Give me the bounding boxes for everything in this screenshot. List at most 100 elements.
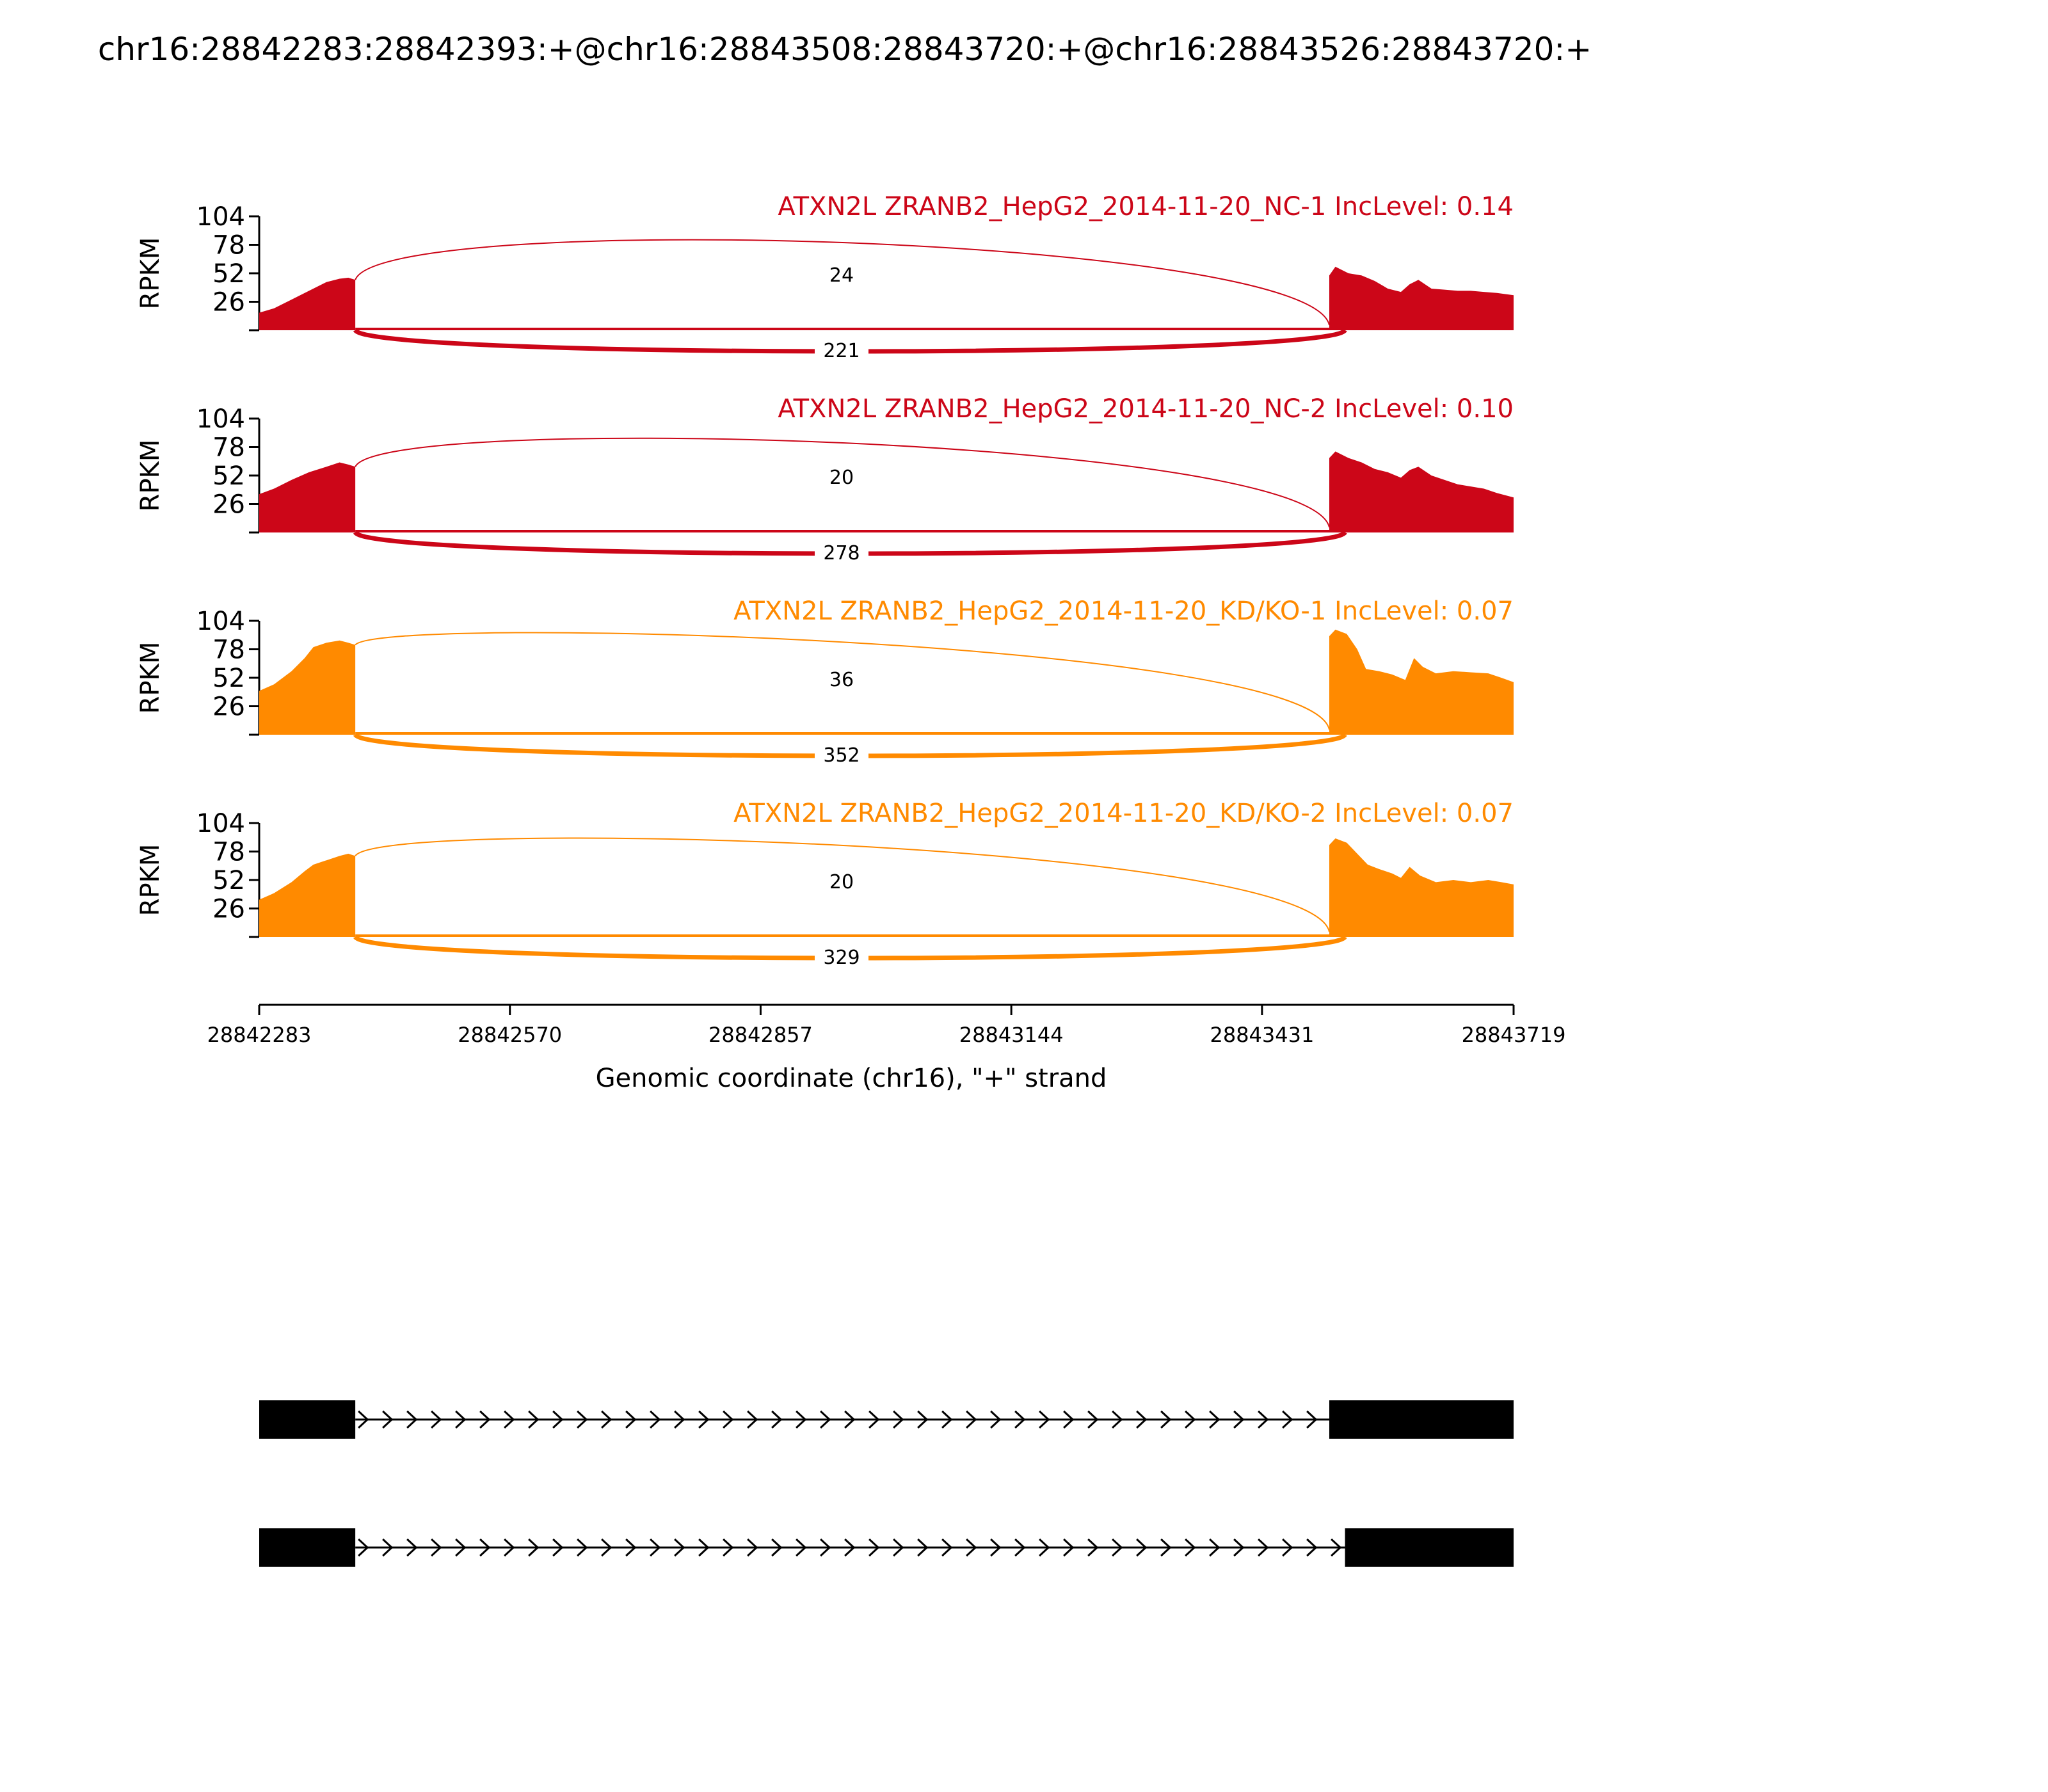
- strand-arrow: [1112, 1538, 1123, 1557]
- strand-arrow: [1136, 1410, 1148, 1429]
- strand-arrow: [479, 1538, 491, 1557]
- strand-arrow: [650, 1538, 661, 1557]
- strand-arrow: [1258, 1410, 1269, 1429]
- strand-arrow: [552, 1410, 564, 1429]
- coverage-area-exon2: [1329, 451, 1514, 532]
- strand-arrow: [1039, 1410, 1050, 1429]
- strand-arrow: [382, 1538, 394, 1557]
- y-tick-label: 26: [212, 490, 245, 520]
- strand-arrow: [723, 1410, 734, 1429]
- strand-arrow: [528, 1538, 540, 1557]
- strand-arrow: [1160, 1538, 1172, 1557]
- junction-label-bg: [815, 744, 868, 767]
- coverage-area-exon2: [1329, 838, 1514, 937]
- y-tick-label: 104: [196, 404, 245, 434]
- strand-arrow: [893, 1538, 904, 1557]
- strand-arrow: [868, 1538, 880, 1557]
- junction-label-bg: [815, 870, 868, 893]
- x-tick-label: 28843144: [959, 1023, 1064, 1047]
- strand-arrow: [941, 1410, 953, 1429]
- coverage-area-exon1: [259, 462, 356, 532]
- y-tick-label: 78: [212, 636, 245, 665]
- junction-arc: [355, 437, 1330, 528]
- isoform-model: [259, 1400, 1514, 1439]
- strand-arrow: [1233, 1538, 1245, 1557]
- coverage-area-exon1: [259, 640, 356, 735]
- isoform-models: [259, 1400, 1514, 1567]
- strand-arrow: [1282, 1410, 1293, 1429]
- strand-arrow: [406, 1410, 418, 1429]
- strand-arrow: [1136, 1538, 1148, 1557]
- x-tick-label: 28842283: [207, 1023, 312, 1047]
- y-tick-label: 78: [212, 231, 245, 260]
- strand-arrow: [1209, 1538, 1220, 1557]
- exon-block: [1329, 1400, 1514, 1439]
- y-tick-label: 78: [212, 433, 245, 463]
- strand-arrow: [504, 1538, 515, 1557]
- junction-label-bg: [815, 946, 868, 969]
- junction-label-bg: [815, 339, 868, 362]
- coverage-area-exon2: [1329, 266, 1514, 330]
- strand-arrow: [601, 1538, 612, 1557]
- strand-arrow: [1063, 1538, 1075, 1557]
- strand-arrow: [1160, 1410, 1172, 1429]
- strand-arrow: [1063, 1410, 1075, 1429]
- x-axis: 28842283 28842570 28842857 28843144 28843431…: [207, 1004, 1566, 1047]
- junction-arc: [355, 239, 1330, 326]
- strand-arrow: [455, 1410, 467, 1429]
- strand-arrow: [941, 1538, 953, 1557]
- strand-arrow: [868, 1410, 880, 1429]
- exon-block: [259, 1400, 356, 1439]
- junction-label-bg: [815, 264, 868, 287]
- strand-arrow: [625, 1538, 637, 1557]
- exon-block: [259, 1528, 356, 1567]
- strand-arrow: [650, 1410, 661, 1429]
- x-tick-label: 28842570: [458, 1023, 562, 1047]
- exon-block: [1345, 1528, 1514, 1567]
- strand-arrow: [1306, 1410, 1318, 1429]
- x-tick-label: 28842857: [708, 1023, 813, 1047]
- coverage-area-exon2: [1329, 629, 1514, 735]
- junction-arc: [355, 837, 1330, 932]
- series-label: ATXN2L ZRANB2_HepG2_2014-11-20_NC-1 IncL…: [778, 192, 1514, 221]
- y-tick-label: 52: [212, 259, 245, 289]
- strand-arrow: [1233, 1410, 1245, 1429]
- y-tick-label: 26: [212, 288, 245, 317]
- strand-arrow: [1185, 1538, 1196, 1557]
- strand-arrow: [1087, 1538, 1099, 1557]
- y-axis-label: RPKM: [136, 844, 165, 916]
- strand-arrow: [504, 1410, 515, 1429]
- y-tick-label: 104: [196, 809, 245, 838]
- junction-label-bg: [815, 668, 868, 691]
- strand-arrow: [990, 1538, 1002, 1557]
- strand-arrow: [382, 1410, 394, 1429]
- junction-label: 20: [829, 871, 854, 893]
- x-tick-label: 28843719: [1462, 1023, 1566, 1047]
- strand-arrow: [747, 1538, 758, 1557]
- strand-arrow: [1112, 1410, 1123, 1429]
- strand-arrow: [771, 1538, 783, 1557]
- junction-label-bg: [815, 466, 868, 489]
- strand-arrow: [966, 1538, 977, 1557]
- strand-arrow: [1039, 1538, 1050, 1557]
- y-tick-label: 104: [196, 202, 245, 232]
- junction-arc: [355, 632, 1330, 730]
- y-tick-label: 52: [212, 664, 245, 693]
- strand-arrow: [844, 1410, 856, 1429]
- strand-arrow: [406, 1538, 418, 1557]
- y-tick-label: 104: [196, 607, 245, 636]
- coverage-area-exon1: [259, 853, 356, 937]
- strand-arrow: [358, 1410, 369, 1429]
- strand-arrow: [1282, 1538, 1293, 1557]
- strand-arrow: [723, 1538, 734, 1557]
- junction-label: 352: [823, 744, 860, 767]
- strand-arrow: [1185, 1410, 1196, 1429]
- strand-arrow: [1014, 1538, 1026, 1557]
- strand-arrow: [577, 1410, 588, 1429]
- x-axis-label: Genomic coordinate (chr16), "+" strand: [596, 1064, 1107, 1093]
- strand-arrow: [917, 1410, 929, 1429]
